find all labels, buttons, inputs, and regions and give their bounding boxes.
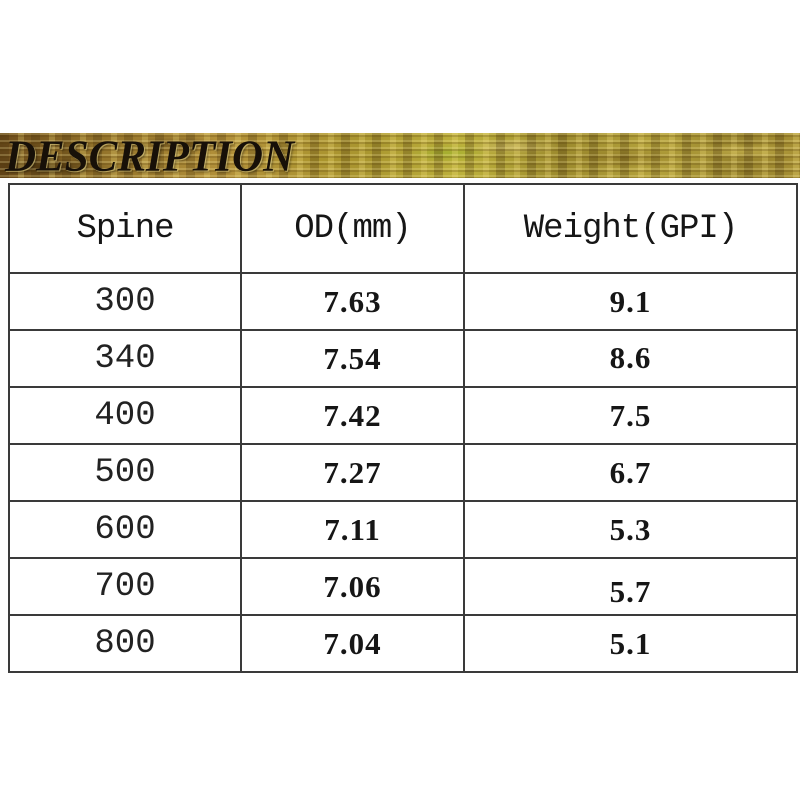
spine-value: 600 <box>8 500 242 559</box>
weight-value: 5.1 <box>463 614 798 673</box>
description-banner: DESCRIPTION <box>0 133 800 178</box>
od-value: 7.63 <box>240 272 465 331</box>
weight-value: 5.3 <box>463 500 798 559</box>
weight-value: 8.6 <box>463 329 798 388</box>
table-row: 700 7.06 5.7 <box>8 557 798 616</box>
spec-table: Spine OD(mm) Weight(GPI) 300 7.63 9.1 34… <box>8 183 798 673</box>
od-value: 7.27 <box>240 443 465 502</box>
header-row: Spine OD(mm) Weight(GPI) <box>8 183 798 274</box>
table-row: 400 7.42 7.5 <box>8 386 798 445</box>
spine-value: 400 <box>8 386 242 445</box>
col-header-spine: Spine <box>8 183 242 274</box>
spine-value: 800 <box>8 614 242 673</box>
table-row: 800 7.04 5.1 <box>8 614 798 673</box>
col-header-od: OD(mm) <box>240 183 465 274</box>
table-row: 340 7.54 8.6 <box>8 329 798 388</box>
od-value: 7.54 <box>240 329 465 388</box>
spine-value: 300 <box>8 272 242 331</box>
od-value: 7.04 <box>240 614 465 673</box>
weight-value: 5.7 <box>463 557 798 616</box>
table-row: 600 7.11 5.3 <box>8 500 798 559</box>
weight-value: 7.5 <box>463 386 798 445</box>
spine-value: 700 <box>8 557 242 616</box>
banner-title: DESCRIPTION <box>5 133 295 178</box>
od-value: 7.06 <box>240 557 465 616</box>
weight-value: 6.7 <box>463 443 798 502</box>
spine-value: 500 <box>8 443 242 502</box>
table-row: 300 7.63 9.1 <box>8 272 798 331</box>
weight-value: 9.1 <box>463 272 798 331</box>
od-value: 7.42 <box>240 386 465 445</box>
table-row: 500 7.27 6.7 <box>8 443 798 502</box>
col-header-weight: Weight(GPI) <box>463 183 798 274</box>
spine-value: 340 <box>8 329 242 388</box>
od-value: 7.11 <box>240 500 465 559</box>
